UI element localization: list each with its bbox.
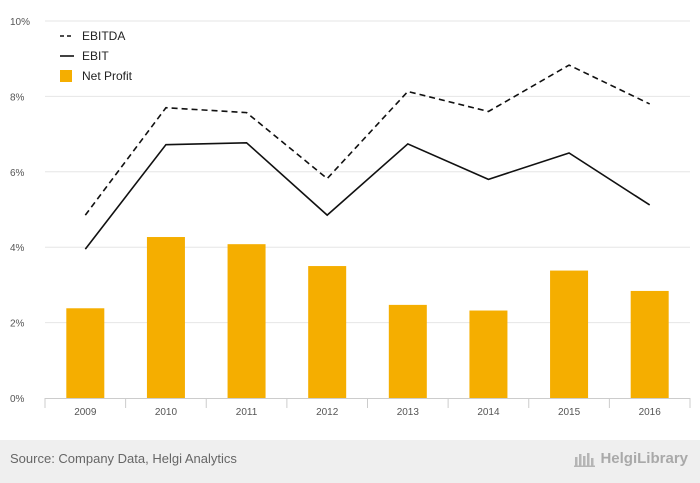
legend-label: EBIT <box>82 49 109 63</box>
legend-label: Net Profit <box>82 69 133 83</box>
legend: EBITDA EBIT Net Profit <box>60 29 133 83</box>
net-profit-bar <box>146 237 185 398</box>
x-tick-label: 2016 <box>639 407 662 418</box>
chart: 0%2%4%6%8%10% 2009 2010 2011 2012 2013 2014 20… <box>10 17 691 418</box>
y-tick-label: 4% <box>10 243 25 254</box>
footer: Source: Company Data, Helgi Analytics He… <box>0 440 700 483</box>
net-profit-bar <box>469 310 508 398</box>
net-profit-bar <box>630 290 669 398</box>
ebitda-line <box>84 64 651 216</box>
y-tick-label: 10% <box>10 17 30 28</box>
x-tick-label: 2010 <box>155 407 178 418</box>
net-profit-bar <box>388 304 427 398</box>
y-tick-label: 6% <box>10 168 25 179</box>
legend-swatch-bar <box>60 70 72 82</box>
x-tick-label: 2015 <box>558 407 581 418</box>
x-tick-label: 2011 <box>236 407 258 418</box>
source-note: Source: Company Data, Helgi Analytics <box>10 451 237 466</box>
ebit-line <box>84 141 651 250</box>
brand-name: HelgiLibrary <box>600 450 688 467</box>
x-tick-label: 2014 <box>477 407 500 418</box>
net-profit-bars <box>66 237 669 398</box>
net-profit-bar <box>308 266 347 398</box>
y-tick-label: 8% <box>10 92 25 103</box>
net-profit-bar <box>550 270 589 398</box>
net-profit-bar <box>227 244 266 398</box>
x-tick-label: 2012 <box>316 407 339 418</box>
gridlines <box>45 20 690 324</box>
library-icon <box>574 452 596 467</box>
x-tick-label: 2009 <box>74 407 97 418</box>
x-axis: 2009 2010 2011 2012 2013 2014 2015 2016 <box>44 398 691 418</box>
net-profit-bar <box>66 308 105 398</box>
y-tick-label: 2% <box>10 319 25 330</box>
x-tick-label: 2013 <box>397 407 420 418</box>
legend-label: EBITDA <box>82 29 125 43</box>
series-lines <box>84 64 651 250</box>
y-tick-label: 0% <box>10 394 25 405</box>
y-axis-ticks: 0% 2% 4% 6% 8% 10% <box>10 17 30 405</box>
brand-logo: HelgiLibrary <box>574 450 688 467</box>
